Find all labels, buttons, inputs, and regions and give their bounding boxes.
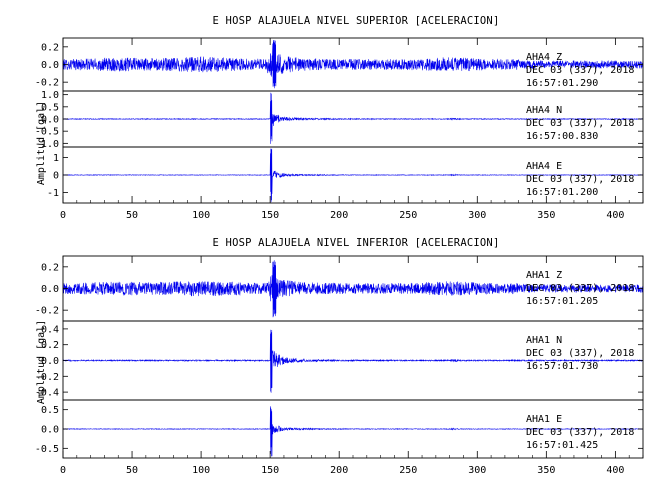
x-tick-label: 350 <box>537 465 555 476</box>
trace-time-label: 16:57:01.200 <box>526 187 598 198</box>
seismic-trace <box>62 260 644 318</box>
trace-date-label: DEC 03 (337), 2018 <box>526 427 634 438</box>
x-tick-label: 400 <box>606 210 624 221</box>
x-tick-label: 200 <box>330 465 348 476</box>
y-tick-label: 0.5 <box>41 405 59 416</box>
y-tick-label: 0.0 <box>41 284 59 295</box>
seismic-trace <box>62 148 644 203</box>
trace-time-label: 16:57:01.205 <box>526 296 598 307</box>
x-tick-label: 150 <box>261 210 279 221</box>
trace-station-label: AHA4 Z <box>526 52 562 63</box>
x-tick-label: 0 <box>60 210 66 221</box>
chart-superior: 0.2 0.0 -0.2 AHA4 Z DEC 03 (337), 2018 16:57:… <box>35 37 644 221</box>
x-tick-label: 50 <box>126 210 138 221</box>
y-tick-label: 0.5 <box>41 102 59 113</box>
trace-time-label: 16:57:01.730 <box>526 361 598 372</box>
panel-aha4-z: 0.2 0.0 -0.2 AHA4 Z DEC 03 (337), 2018 16:57:… <box>35 37 644 92</box>
chart-inferior: 0.2 0.0 -0.2 AHA1 Z DEC 03 (337), 2018 16:57:… <box>35 255 644 476</box>
x-tick-label: 250 <box>399 210 417 221</box>
figure-title-inferior: E HOSP ALAJUELA NIVEL INFERIOR [ACELERAC… <box>213 237 500 249</box>
y-tick-label: 0.0 <box>41 356 59 367</box>
trace-date-label: DEC 03 (337), 2018 <box>526 348 634 359</box>
seismic-trace <box>62 406 644 457</box>
y-tick-label: 1 <box>53 153 59 164</box>
trace-date-label: DEC 03 (337), 2018 <box>526 118 634 129</box>
x-tick-label: 250 <box>399 465 417 476</box>
y-tick-label: -0.2 <box>35 306 59 317</box>
panel-aha1-z: 0.2 0.0 -0.2 AHA1 Z DEC 03 (337), 2018 16:57:… <box>35 255 644 322</box>
trace-date-label: DEC 03 (337), 2018 <box>526 283 634 294</box>
y-axis-label-inferior: Amplitud [gal] <box>36 320 47 404</box>
x-tick-label: 400 <box>606 465 624 476</box>
trace-station-label: AHA4 E <box>526 161 562 172</box>
y-tick-label: 0.0 <box>41 60 59 71</box>
y-tick-label: 0.0 <box>41 425 59 436</box>
x-tick-label: 200 <box>330 210 348 221</box>
y-tick-label: -1 <box>47 188 59 199</box>
panel-aha1-e: 0.5 0.0 -0.5 AHA1 E DEC 03 (337), 2018 16:57:… <box>35 399 644 459</box>
seismic-trace <box>63 92 644 144</box>
trace-date-label: DEC 03 (337), 2018 <box>526 65 634 76</box>
trace-date-label: DEC 03 (337), 2018 <box>526 174 634 185</box>
trace-station-label: AHA1 Z <box>526 270 562 281</box>
y-tick-label: 0.2 <box>41 262 59 273</box>
y-tick-label: -0.2 <box>35 78 59 89</box>
seismic-trace <box>62 329 643 393</box>
x-tick-label: 300 <box>468 210 486 221</box>
y-tick-label: -0.4 <box>35 388 59 399</box>
y-tick-label: 1.0 <box>41 90 59 101</box>
panel-aha4-n: 1.00.5 0.0-0.5-1.0 AHA4 N DEC 03 (337), 201… <box>35 90 644 150</box>
x-tick-label: 100 <box>192 210 210 221</box>
trace-time-label: 16:57:00.830 <box>526 131 598 142</box>
x-tick-label: 100 <box>192 465 210 476</box>
x-tick-label: 150 <box>261 465 279 476</box>
y-tick-label: 0.2 <box>41 340 59 351</box>
seismic-trace <box>62 39 644 89</box>
panel-aha4-e: 1 0 -1 AHA4 E DEC 03 (337), 2018 16:57:01.200 <box>47 146 644 204</box>
trace-time-label: 16:57:01.425 <box>526 440 598 451</box>
y-tick-label: -0.2 <box>35 372 59 383</box>
y-tick-label: 0.0 <box>41 115 59 126</box>
trace-station-label: AHA1 E <box>526 414 562 425</box>
y-axis-label-superior: Amplitud [gal] <box>36 101 47 185</box>
x-tick-label: 300 <box>468 465 486 476</box>
y-tick-label: -0.5 <box>35 127 59 138</box>
trace-station-label: AHA1 N <box>526 335 562 346</box>
y-tick-label: 0.2 <box>41 42 59 53</box>
trace-station-label: AHA4 N <box>526 105 562 116</box>
y-tick-label: 0.4 <box>41 324 59 335</box>
y-tick-label: -0.5 <box>35 444 59 455</box>
x-tick-label: 0 <box>60 465 66 476</box>
x-tick-label: 350 <box>537 210 555 221</box>
figure-title-superior: E HOSP ALAJUELA NIVEL SUPERIOR [ACELERAC… <box>213 15 500 27</box>
panel-aha1-n: 0.4 0.2 0.0 -0.2 -0.4 AHA1 N DEC 03 (337), 201… <box>35 320 644 401</box>
y-tick-label: 0 <box>53 171 59 182</box>
y-tick-label: -1.0 <box>35 139 59 150</box>
trace-time-label: 16:57:01.290 <box>526 78 598 89</box>
x-tick-label: 50 <box>126 465 138 476</box>
